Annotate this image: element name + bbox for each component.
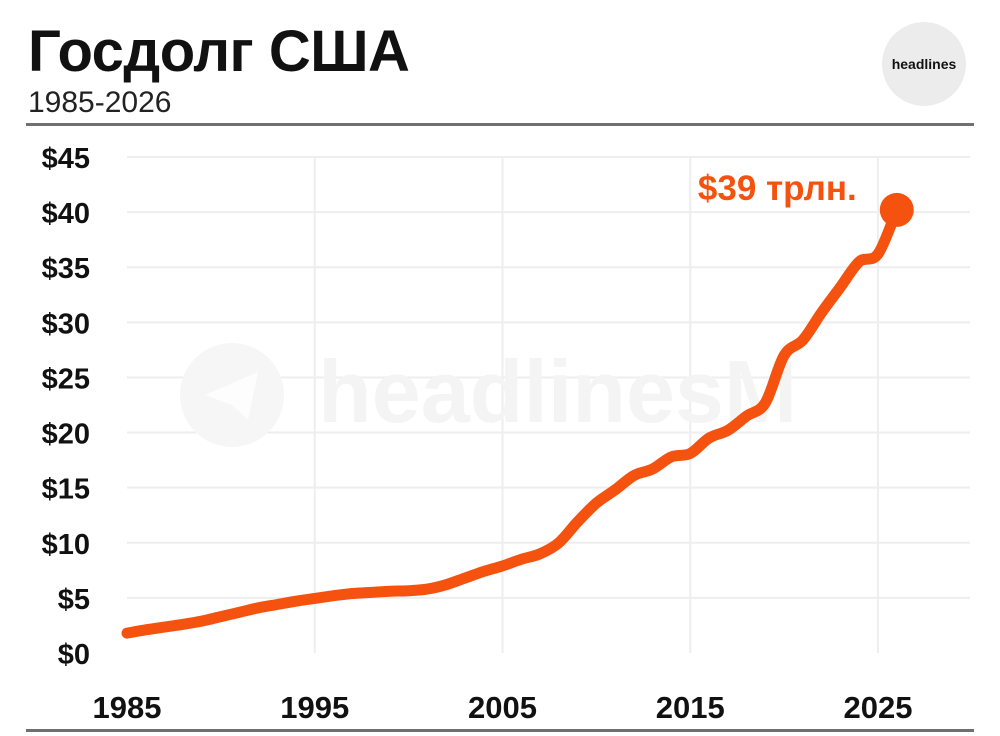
end-point-marker — [879, 192, 914, 227]
logo-text: headlines — [891, 56, 957, 72]
y-axis: $0 $5 $10 $15 $20 $25 $30 $35 $40 $45 — [42, 143, 90, 671]
y-tick-label: $0 — [58, 639, 90, 671]
bottom-divider — [26, 729, 974, 732]
y-tick-label: $40 — [42, 198, 90, 230]
page-title: Госдолг США — [28, 19, 410, 84]
headlines-logo: headlines — [882, 22, 966, 106]
series-line — [121, 204, 903, 639]
x-tick-label: 1985 — [93, 690, 162, 725]
y-tick-label: $5 — [58, 584, 90, 616]
x-tick-label: 2005 — [468, 690, 537, 725]
page-subtitle: 1985-2026 — [28, 86, 172, 119]
y-tick-label: $30 — [42, 308, 90, 340]
x-axis: 1985 1995 2005 2015 2025 — [93, 690, 913, 725]
y-tick-label: $35 — [42, 253, 90, 285]
watermark-text: headlinesM — [318, 342, 797, 441]
paper-plane-icon — [205, 372, 258, 420]
top-divider — [26, 123, 974, 126]
y-tick-label: $45 — [42, 143, 90, 175]
x-tick-label: 1995 — [280, 690, 349, 725]
grid — [127, 156, 970, 653]
y-tick-label: $25 — [42, 363, 90, 395]
x-tick-label: 2025 — [844, 690, 913, 725]
y-tick-label: $10 — [42, 529, 90, 561]
watermark: headlinesM — [180, 342, 797, 447]
end-value-label: $39 трлн. — [698, 169, 857, 208]
y-tick-label: $15 — [42, 474, 90, 506]
y-tick-label: $20 — [42, 419, 90, 451]
x-tick-label: 2015 — [656, 690, 725, 725]
